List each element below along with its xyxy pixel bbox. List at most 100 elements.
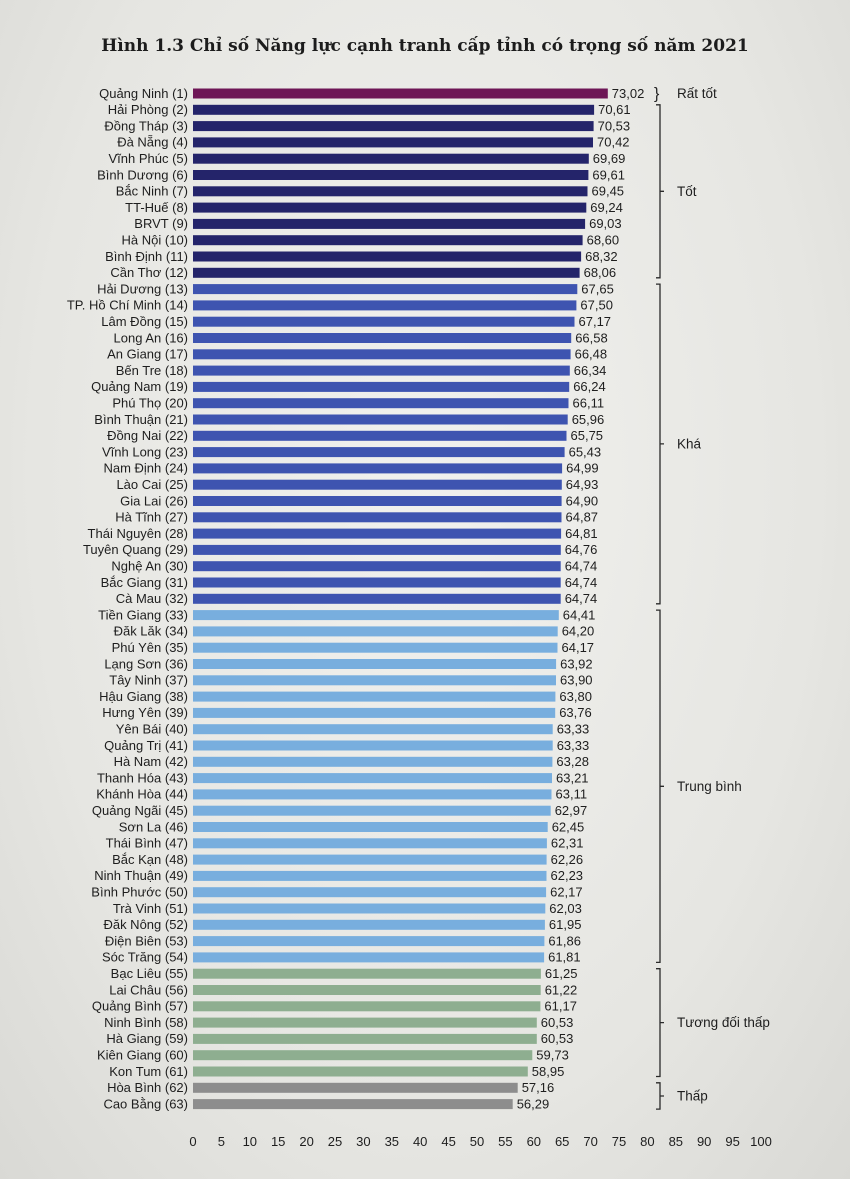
x-tick-label: 30 (356, 1134, 370, 1149)
bar (193, 903, 546, 914)
bar (193, 870, 547, 881)
category-label: Khánh Hòa (44) (96, 787, 188, 802)
bar (193, 952, 545, 963)
value-label: 63,21 (556, 770, 589, 785)
x-tick-label: 50 (470, 1134, 484, 1149)
chart-title: Hình 1.3 Chỉ số Năng lực cạnh tranh cấp … (101, 36, 749, 56)
category-label: Điện Biên (53) (105, 933, 188, 948)
bar (193, 805, 551, 816)
x-tick-label: 40 (413, 1134, 427, 1149)
category-label: Sóc Trăng (54) (102, 950, 188, 965)
category-label: Hòa Bình (62) (107, 1080, 188, 1095)
category-label: Yên Bái (40) (116, 722, 188, 737)
value-label: 63,28 (556, 754, 589, 769)
category-label: Tuyên Quang (29) (83, 542, 188, 557)
value-label: 66,48 (575, 347, 608, 362)
value-label: 70,53 (598, 118, 631, 133)
category-label: An Giang (17) (107, 347, 188, 362)
group-bracket (656, 283, 664, 605)
bar (193, 773, 552, 784)
category-label: Hải Phòng (2) (108, 102, 188, 117)
category-label: Lai Châu (56) (109, 982, 188, 997)
bar (193, 593, 561, 604)
category-label: Tiền Giang (33) (98, 607, 188, 622)
bar (193, 561, 561, 572)
value-label: 68,32 (585, 249, 618, 264)
bar (193, 707, 556, 718)
bar (193, 186, 588, 197)
category-label: Tây Ninh (37) (109, 673, 188, 688)
bar (193, 691, 556, 702)
group-label: Tương đối thấp (677, 1015, 770, 1030)
value-label: 61,86 (548, 933, 581, 948)
value-label: 64,41 (563, 607, 596, 622)
x-tick-label: 0 (189, 1134, 196, 1149)
category-label: Bình Định (11) (105, 249, 188, 264)
bar (193, 610, 559, 621)
category-label: Quảng Ngãi (45) (92, 803, 188, 818)
value-label: 63,33 (557, 738, 590, 753)
value-label: 62,45 (552, 819, 585, 834)
bar (193, 838, 547, 849)
value-label: 64,74 (565, 591, 598, 606)
value-label: 67,65 (581, 281, 614, 296)
bar (193, 1066, 528, 1077)
category-label: Đồng Tháp (3) (104, 118, 188, 133)
bar (193, 496, 562, 506)
bar (193, 430, 567, 441)
value-label: 64,87 (566, 510, 599, 525)
category-label: Lạng Sơn (36) (104, 656, 188, 671)
group-label: Tốt (677, 184, 697, 199)
category-label: Hưng Yên (39) (102, 705, 188, 720)
bar (193, 577, 561, 588)
bar (193, 349, 571, 360)
category-label: Quảng Nam (19) (91, 379, 188, 394)
bar (193, 919, 545, 930)
value-label: 70,61 (598, 102, 631, 117)
category-label: Hà Nội (10) (122, 233, 188, 248)
category-label: Kiên Giang (60) (97, 1048, 188, 1063)
value-label: 68,60 (587, 233, 620, 248)
bar (193, 1033, 537, 1044)
x-tick-label: 90 (697, 1134, 711, 1149)
bar (193, 316, 575, 327)
category-label: Lào Cai (25) (116, 477, 188, 492)
bar (193, 121, 594, 132)
group-bracket (656, 1082, 664, 1110)
category-label: Bình Dương (6) (97, 167, 188, 182)
category-label: Lâm Đồng (15) (101, 314, 188, 329)
value-label: 66,58 (575, 330, 608, 345)
group-label: Rất tốt (677, 86, 717, 101)
x-tick-label: 55 (498, 1134, 512, 1149)
x-tick-label: 25 (328, 1134, 342, 1149)
category-label: Ninh Thuận (49) (94, 868, 188, 883)
category-label: Bến Tre (18) (116, 363, 188, 378)
x-tick-label: 75 (612, 1134, 626, 1149)
x-tick-label: 95 (725, 1134, 739, 1149)
value-label: 62,23 (551, 868, 584, 883)
category-label: Thái Nguyên (28) (88, 526, 188, 541)
category-label: Đăk Nông (52) (103, 917, 188, 932)
bar (193, 153, 589, 164)
category-label: Vĩnh Long (23) (102, 444, 188, 459)
value-label: 67,50 (580, 298, 613, 313)
bar (193, 463, 563, 474)
bar (193, 333, 572, 343)
category-label: Thanh Hóa (43) (97, 770, 188, 785)
bar (193, 235, 583, 246)
category-label: Vĩnh Phúc (5) (109, 151, 189, 166)
value-label: 63,80 (559, 689, 592, 704)
bar (193, 447, 565, 458)
value-label: 60,53 (541, 1031, 574, 1046)
category-label: Hà Nam (42) (114, 754, 188, 769)
value-label: 61,95 (549, 917, 582, 932)
value-label: 64,99 (566, 461, 599, 476)
category-label: Kon Tum (61) (109, 1064, 188, 1079)
x-tick-label: 45 (441, 1134, 455, 1149)
value-label: 64,74 (565, 559, 598, 574)
value-label: 69,61 (592, 167, 625, 182)
value-label: 62,17 (550, 885, 583, 900)
value-label: 56,29 (517, 1096, 550, 1111)
